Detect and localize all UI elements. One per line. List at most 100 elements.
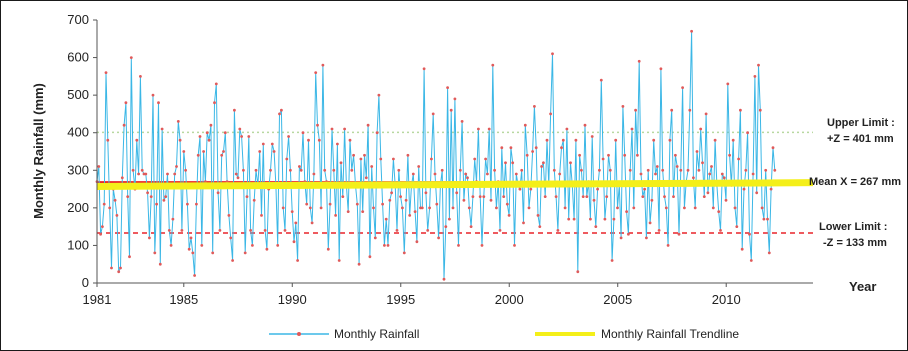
- monthly-rainfall-point: [383, 244, 386, 247]
- monthly-rainfall-point: [578, 153, 581, 157]
- monthly-rainfall-point: [140, 168, 144, 172]
- monthly-rainfall-point: [227, 214, 231, 217]
- monthly-rainfall-point: [552, 168, 556, 172]
- monthly-rainfall-point: [518, 187, 522, 191]
- monthly-rainfall-point: [265, 247, 269, 251]
- monthly-rainfall-point: [489, 198, 493, 202]
- monthly-rainfall-point: [554, 195, 558, 199]
- monthly-rainfall-point: [693, 206, 697, 210]
- monthly-rainfall-point: [724, 198, 728, 202]
- monthly-rainfall-point: [408, 214, 412, 217]
- monthly-rainfall-point: [328, 202, 332, 206]
- monthly-rainfall-point: [411, 172, 415, 176]
- monthly-rainfall-point: [451, 206, 455, 210]
- monthly-rainfall-point: [341, 195, 345, 199]
- monthly-rainfall-point: [368, 255, 372, 259]
- monthly-rainfall-point: [728, 153, 731, 157]
- monthly-rainfall-point: [148, 236, 151, 240]
- monthly-rainfall-point: [616, 206, 619, 210]
- monthly-rainfall-point: [290, 210, 294, 214]
- monthly-rainfall-point: [664, 206, 668, 210]
- trendline: [96, 179, 814, 190]
- monthly-rainfall-point: [695, 150, 699, 153]
- monthly-rainfall-point: [652, 138, 656, 142]
- monthly-rainfall-point: [442, 277, 446, 281]
- monthly-rainfall-point: [514, 172, 518, 176]
- monthly-rainfall-point: [460, 120, 464, 123]
- monthly-rainfall-point: [625, 210, 628, 214]
- monthly-rainfall-point: [627, 232, 630, 236]
- monthly-rainfall-point: [336, 142, 339, 146]
- monthly-rainfall-point: [702, 195, 706, 199]
- monthly-rainfall-point: [477, 127, 480, 131]
- monthly-rainfall-point: [370, 165, 374, 168]
- monthly-rainfall-point: [314, 71, 318, 74]
- monthly-rainfall-point: [697, 168, 701, 172]
- monthly-rainfall-point: [675, 165, 679, 168]
- monthly-rainfall-point: [296, 259, 299, 262]
- monthly-rainfall-point: [126, 195, 130, 199]
- monthly-rainfall-point: [251, 244, 254, 247]
- monthly-rainfall-point: [236, 176, 240, 180]
- monthly-rainfall-point: [243, 251, 247, 255]
- monthly-rainfall-point: [213, 101, 216, 105]
- monthly-rainfall-point: [430, 157, 433, 161]
- monthly-rainfall-point: [589, 217, 592, 221]
- monthly-rainfall-point: [708, 172, 712, 176]
- monthly-rainfall-point: [104, 71, 108, 74]
- monthly-rainfall-point: [522, 221, 525, 225]
- monthly-rainfall-point: [720, 172, 724, 176]
- monthly-rainfall-point: [175, 165, 178, 168]
- monthly-rainfall-point: [355, 202, 359, 206]
- monthly-rainfall-point: [746, 131, 749, 135]
- monthly-rainfall-point: [299, 168, 303, 172]
- monthly-rainfall-point: [361, 210, 365, 214]
- monthly-rainfall-point: [373, 236, 377, 240]
- monthly-rainfall-point: [446, 86, 449, 89]
- mean-label: Mean X = 267 mm: [809, 176, 901, 188]
- monthly-rainfall-point: [422, 67, 426, 71]
- monthly-rainfall-point: [216, 191, 220, 195]
- monthly-rainfall-point: [751, 172, 755, 176]
- monthly-rainfall-point: [323, 168, 327, 172]
- monthly-rainfall-point: [343, 127, 346, 131]
- monthly-rainfall-point: [317, 138, 321, 142]
- monthly-rainfall-point: [359, 157, 363, 161]
- monthly-rainfall-point: [462, 198, 466, 202]
- monthly-rainfall-point: [196, 153, 200, 157]
- monthly-rainfall-point: [639, 172, 643, 176]
- monthly-rainfall-point: [764, 168, 768, 172]
- monthly-rainfall-point: [166, 172, 169, 176]
- monthly-rainfall-point: [135, 138, 139, 142]
- monthly-rainfall-point: [298, 165, 301, 168]
- monthly-rainfall-point: [301, 131, 305, 135]
- monthly-rainfall-point: [645, 236, 648, 240]
- monthly-rainfall-point: [657, 229, 661, 232]
- monthly-rainfall-point: [272, 150, 276, 153]
- monthly-rainfall-point: [397, 168, 401, 172]
- y-tick-label: 700: [67, 12, 89, 27]
- monthly-rainfall-point: [558, 172, 562, 176]
- monthly-rainfall-point: [339, 161, 343, 165]
- monthly-rainfall-point: [205, 131, 209, 135]
- monthly-rainfall-point: [663, 195, 666, 199]
- monthly-rainfall-point: [628, 168, 632, 172]
- monthly-rainfall-point: [395, 229, 399, 232]
- monthly-rainfall-point: [173, 172, 177, 176]
- monthly-rainfall-point: [401, 206, 404, 210]
- monthly-rainfall-point: [202, 150, 206, 153]
- monthly-rainfall-point: [505, 202, 509, 206]
- monthly-rainfall-point: [672, 195, 675, 199]
- monthly-rainfall-point: [646, 168, 650, 172]
- monthly-rainfall-point: [641, 195, 645, 199]
- monthly-rainfall-point: [198, 135, 202, 138]
- monthly-rainfall-point: [261, 142, 265, 146]
- monthly-rainfall-point: [614, 138, 618, 142]
- monthly-rainfall-point: [648, 221, 652, 225]
- monthly-rainfall-point: [310, 221, 314, 225]
- monthly-rainfall-point: [767, 251, 771, 255]
- monthly-rainfall-point: [435, 202, 439, 206]
- monthly-rainfall-point: [737, 157, 740, 161]
- monthly-rainfall-point: [402, 251, 406, 255]
